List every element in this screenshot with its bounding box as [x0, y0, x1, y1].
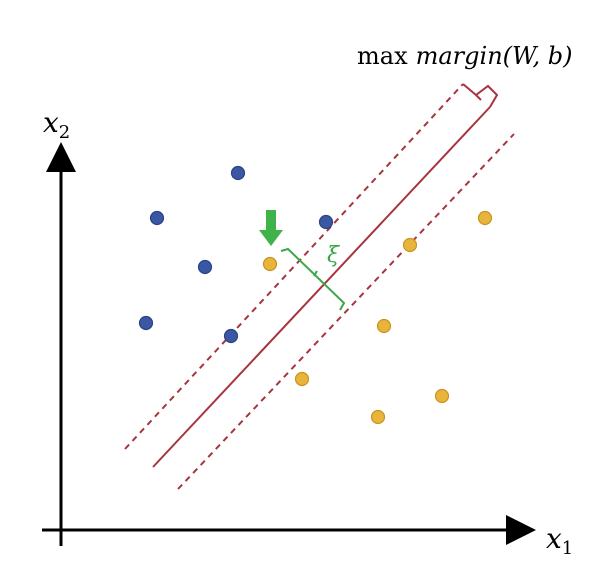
- data-point-class-b: [262, 256, 278, 272]
- data-points: [138, 165, 493, 425]
- y-axis-label: x2: [43, 106, 70, 143]
- margin-bracket: [462, 83, 499, 108]
- data-point-class-a: [318, 214, 334, 230]
- down-arrow-icon: [259, 210, 283, 246]
- slack-symbol: ξ: [327, 243, 341, 268]
- margin-line-upper: [124, 83, 464, 450]
- data-point-class-b: [294, 371, 310, 387]
- data-point-class-a: [197, 259, 213, 275]
- margin-line-lower: [177, 133, 515, 490]
- data-point-class-b: [402, 237, 418, 253]
- title: max margin(W, b): [357, 42, 572, 70]
- data-point-class-a: [149, 210, 165, 226]
- data-point-class-b: [477, 210, 493, 226]
- data-point-class-b: [370, 409, 386, 425]
- x-axis-label: x1: [546, 522, 573, 559]
- data-point-class-b: [434, 388, 450, 404]
- data-point-class-a: [230, 165, 246, 181]
- data-point-class-a: [223, 328, 239, 344]
- data-point-class-b: [376, 318, 392, 334]
- decision-hyperplane: [152, 106, 491, 468]
- data-point-class-a: [138, 315, 154, 331]
- slack-bracket: [280, 247, 346, 311]
